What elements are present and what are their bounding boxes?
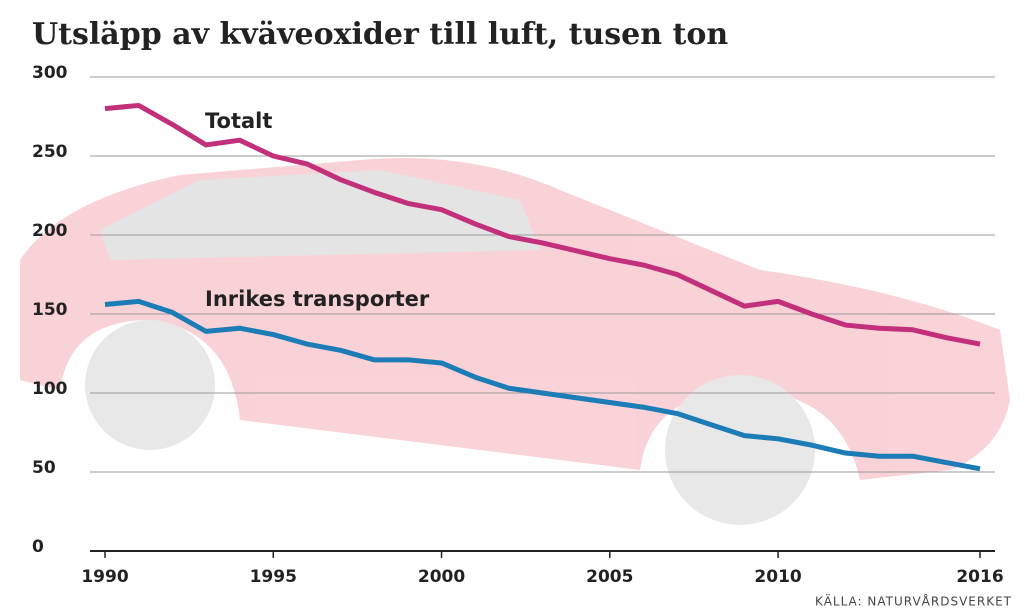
- y-tick-label: 50: [32, 458, 56, 478]
- x-tick-label: 2000: [418, 567, 465, 587]
- x-tick-label: 1990: [81, 567, 128, 587]
- y-tick-label: 150: [32, 300, 68, 320]
- x-tick-label: 2005: [586, 567, 633, 587]
- y-tick-label: 250: [32, 142, 68, 162]
- y-tick-label: 100: [32, 379, 68, 399]
- source: KÄLLA: NATURVÅRDSVERKET: [815, 594, 1012, 609]
- series-label: Inrikes transporter: [205, 287, 430, 311]
- y-tick-label: 200: [32, 221, 68, 241]
- y-tick-label: 300: [32, 63, 68, 83]
- y-tick-label: 0: [32, 537, 44, 557]
- x-tick-label: 1995: [250, 567, 297, 587]
- x-tick-label: 2010: [754, 567, 801, 587]
- car-background: [20, 158, 1010, 525]
- chart: Utsläpp av kväveoxider till luft, tusen …: [0, 0, 1025, 610]
- series-label: Totalt: [205, 109, 272, 133]
- chart-title: Utsläpp av kväveoxider till luft, tusen …: [32, 17, 728, 52]
- x-tick-label: 2016: [956, 567, 1003, 587]
